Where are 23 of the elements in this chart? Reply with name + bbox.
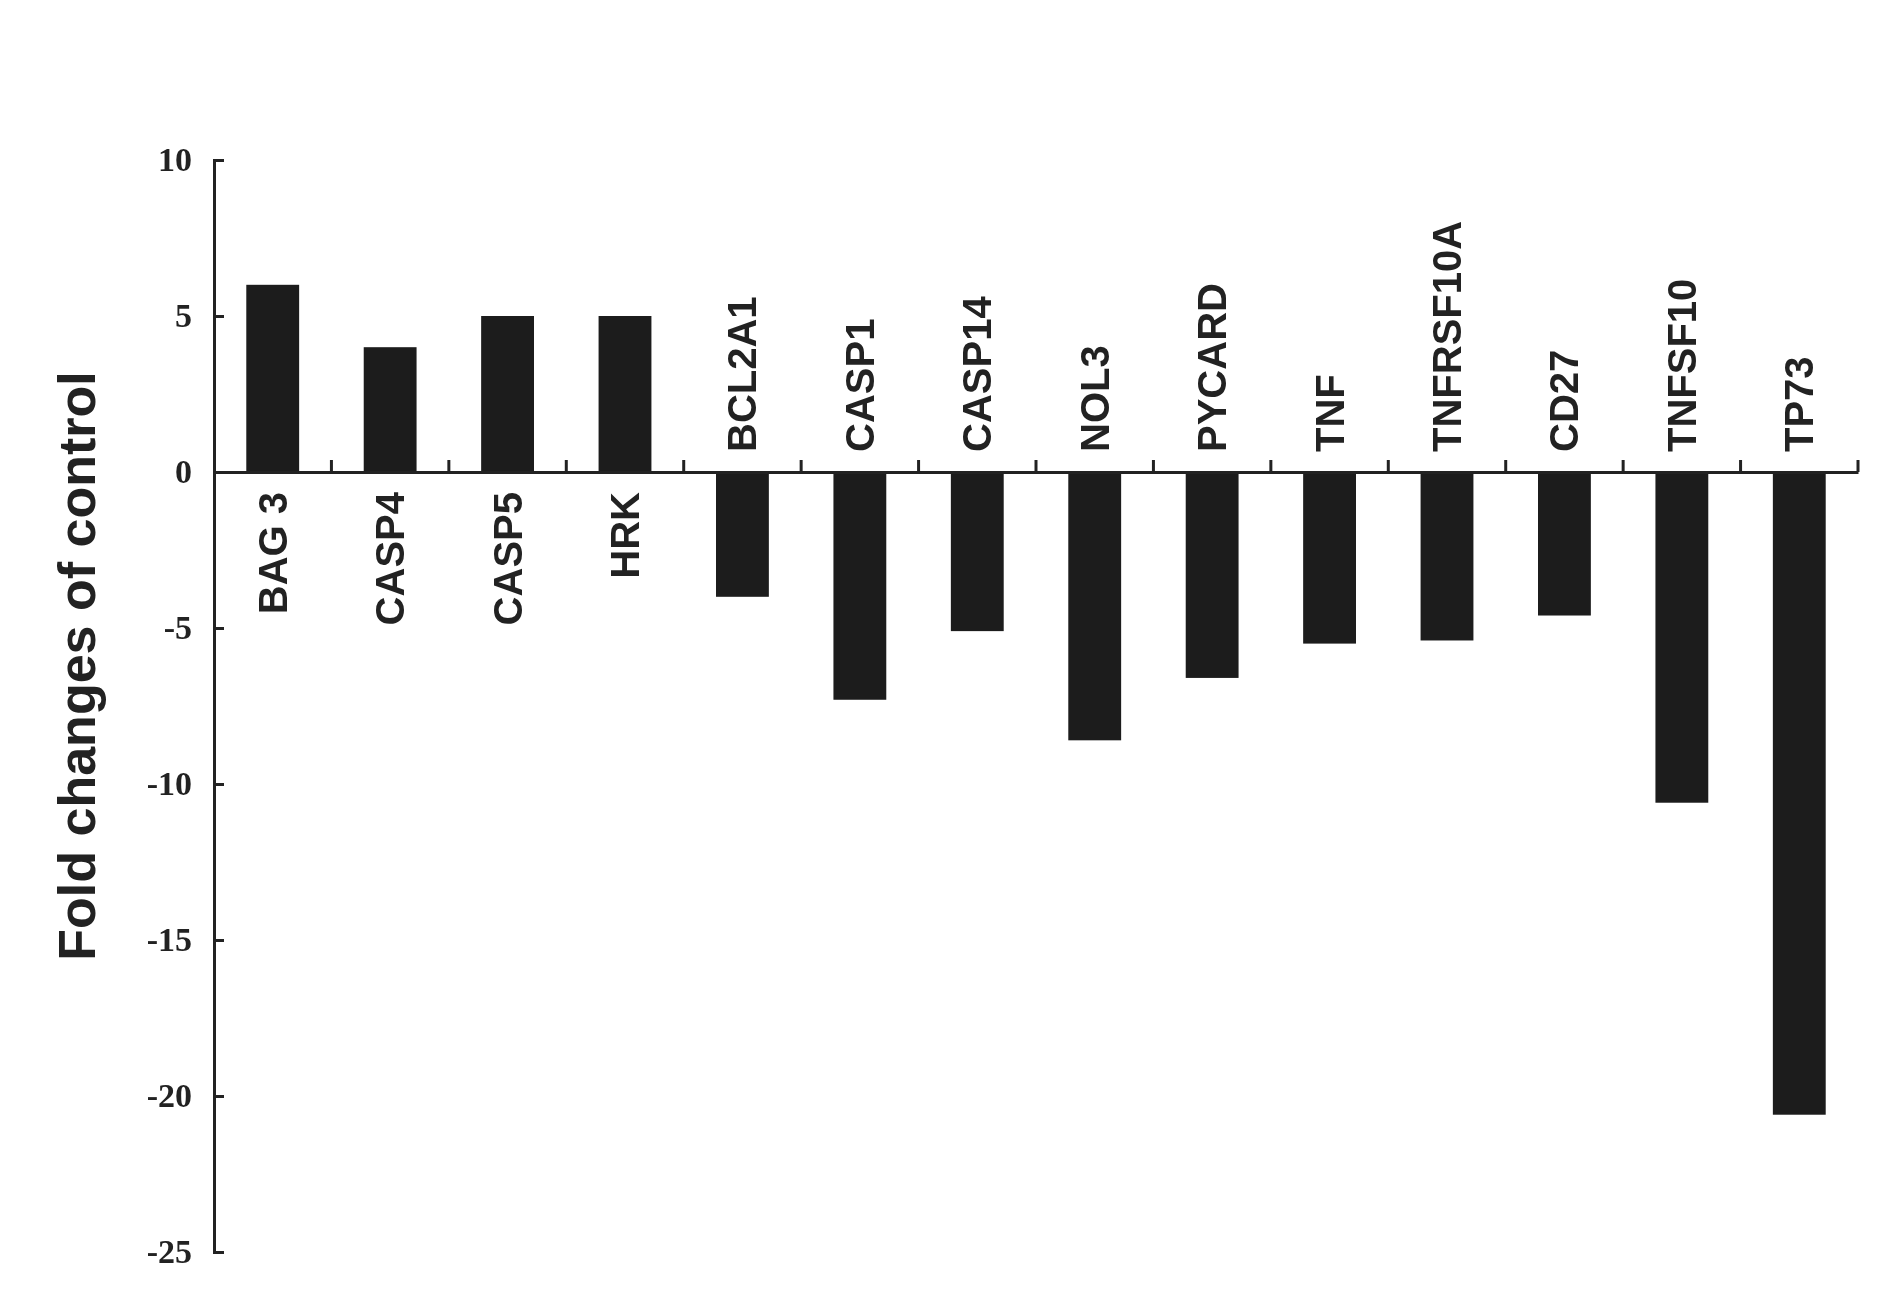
x-tick-label: CASP4 [368,491,413,626]
y-tick-label: 0 [175,453,192,491]
x-tick-label: NOL3 [1072,345,1117,452]
x-tick-label: HRK [603,491,647,579]
y-tick-label: -15 [146,921,192,959]
y-tick-label: -20 [146,1077,192,1115]
y-tick-label: -10 [146,765,192,803]
y-tick-label: -5 [163,609,192,647]
y-tick-label: 10 [158,141,192,179]
x-tick-label: CASP1 [837,318,882,452]
x-tick-label: CASP5 [485,492,530,626]
y-tick-label: -25 [146,1233,192,1271]
x-tick-label: PYCARD [1190,283,1235,452]
x-tick-label: CASP14 [955,295,1000,452]
x-tick-label: TNFRSF10A [1425,220,1469,452]
x-tick-label: TNFSF10 [1659,278,1704,452]
x-tick-label: CD27 [1542,349,1587,452]
y-tick-label: 5 [175,297,192,335]
x-tick-label: TNF [1307,374,1352,452]
x-tick-label: BAG 3 [250,492,295,615]
x-tick-label: TP73 [1777,356,1822,452]
x-tick-label: BCL2A1 [720,296,765,452]
y-axis-title: Fold changes of control [48,371,106,961]
